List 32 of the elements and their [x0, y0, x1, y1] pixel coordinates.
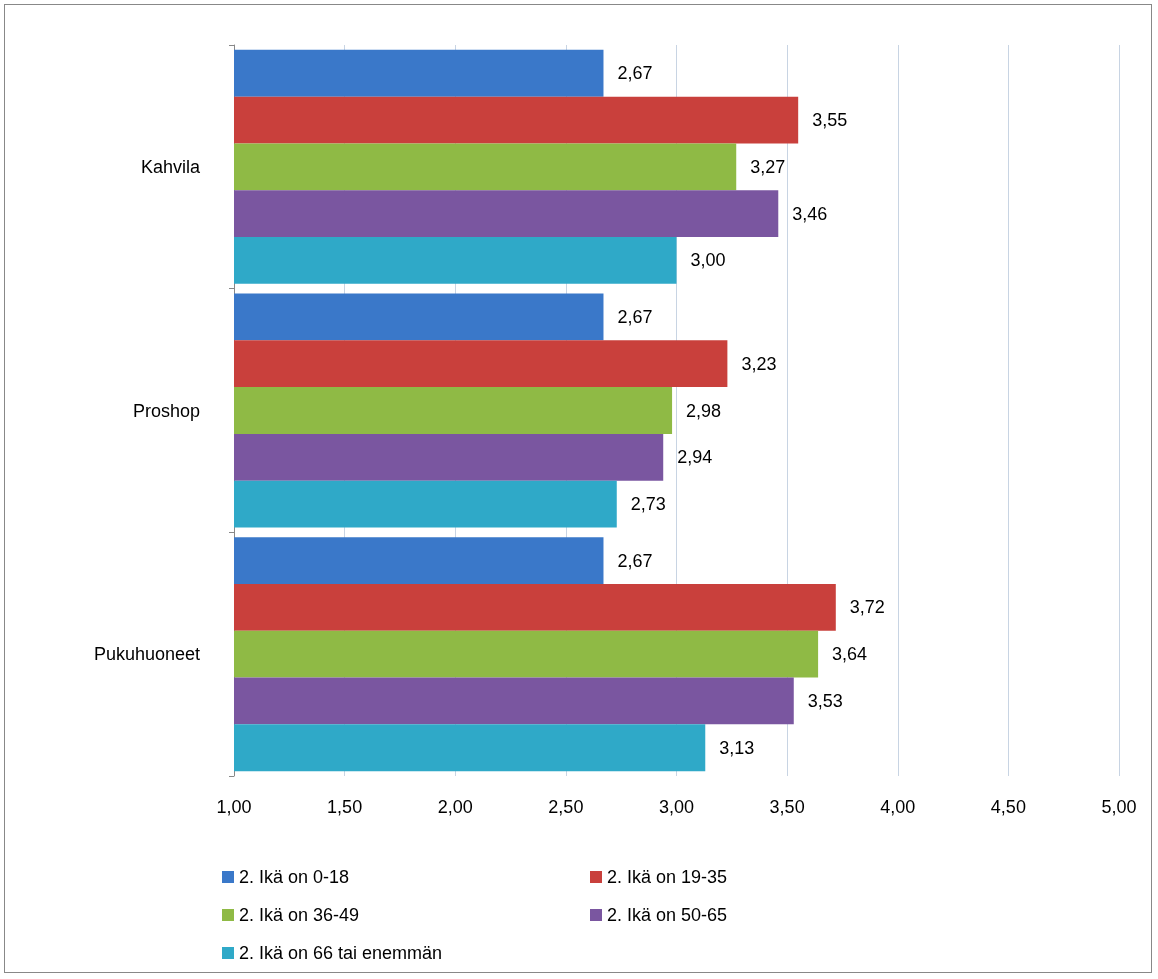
legend-label: 2. Ikä on 50-65 — [607, 905, 728, 925]
data-label: 2,67 — [617, 550, 653, 571]
data-label: 2,67 — [617, 63, 653, 84]
data-label: 3,00 — [690, 250, 726, 271]
data-label: 3,23 — [741, 353, 777, 374]
legend-label: 2. Ikä on 0-18 — [239, 867, 350, 887]
data-label: 3,46 — [792, 203, 828, 224]
data-label: 2,67 — [617, 306, 653, 327]
y-tick-label: Proshop — [132, 400, 200, 421]
data-label: 3,72 — [849, 597, 885, 618]
x-tick-label: 4,00 — [880, 797, 916, 817]
data-label: 3,13 — [719, 737, 755, 758]
x-tick-label: 3,00 — [658, 797, 695, 817]
x-tick-label: 2,00 — [437, 797, 473, 817]
x-tick-label: 2,50 — [548, 797, 584, 817]
x-tick-label: 1,00 — [216, 797, 252, 817]
y-tick-label: Pukuhuoneet — [93, 644, 200, 665]
data-label: 2,98 — [686, 400, 722, 421]
data-label: 3,55 — [812, 110, 848, 131]
data-label: 3,64 — [832, 644, 868, 665]
legend-label: 2. Ikä on 19-35 — [607, 867, 728, 887]
x-tick-label: 4,50 — [990, 797, 1026, 817]
data-label: 3,27 — [750, 156, 786, 177]
data-label: 3,53 — [807, 690, 843, 711]
y-tick-label: Kahvila — [140, 156, 201, 177]
x-tick-label: 1,50 — [327, 797, 363, 817]
data-label: 2,94 — [677, 447, 713, 468]
x-tick-label: 3,50 — [769, 797, 805, 817]
data-label: 2,73 — [630, 494, 666, 515]
legend-label: 2. Ikä on 66 tai enemmän — [239, 943, 443, 963]
legend-label: 2. Ikä on 36-49 — [239, 905, 360, 925]
x-tick-label: 5,00 — [1101, 797, 1137, 817]
